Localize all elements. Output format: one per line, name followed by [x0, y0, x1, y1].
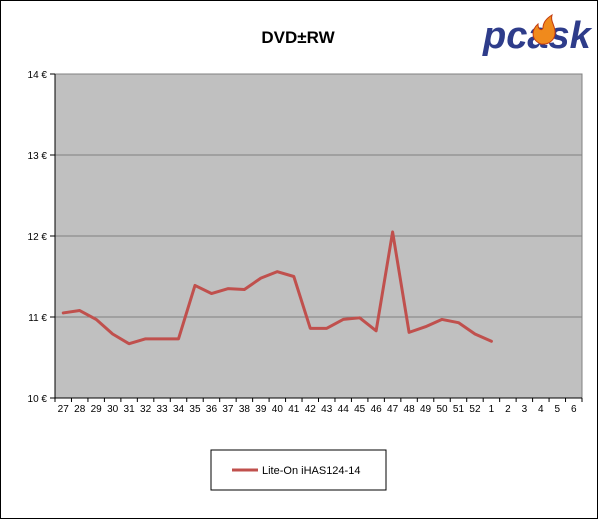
x-tick-label: 40	[272, 404, 284, 415]
x-tick-label: 43	[321, 404, 333, 415]
x-tick-label: 27	[58, 404, 70, 415]
x-tick-label: 36	[206, 404, 218, 415]
x-tick-label: 5	[555, 404, 561, 415]
x-tick-label: 52	[469, 404, 481, 415]
y-tick-label: 11 €	[28, 313, 47, 324]
chart-title: DVD±RW	[261, 28, 335, 47]
y-axis-tick-labels: 10 € 11 € 12 € 13 € 14 €	[28, 70, 48, 405]
x-tick-label: 45	[354, 404, 366, 415]
x-tick-label: 30	[107, 404, 119, 415]
x-tick-label: 48	[404, 404, 416, 415]
x-tick-label: 37	[222, 404, 234, 415]
x-tick-label: 3	[522, 404, 528, 415]
x-tick-label: 44	[338, 404, 350, 415]
series-layer	[61, 230, 493, 346]
y-tick-label: 14 €	[28, 70, 48, 81]
x-axis-tick-labels: 27 28 29 30 31 32 33 34 35 36 37 38 39 40 41 42 43 44 45 46…	[58, 404, 577, 415]
x-tick-label: 32	[140, 404, 152, 415]
legend-label: Lite-On iHAS124-14	[262, 465, 360, 477]
x-tick-label: 31	[124, 404, 136, 415]
x-tick-label: 41	[288, 404, 300, 415]
x-tick-label: 47	[387, 404, 399, 415]
x-tick-label: 35	[189, 404, 201, 415]
x-tick-label: 34	[173, 404, 185, 415]
x-tick-label: 1	[489, 404, 495, 415]
x-tick-label: 49	[420, 404, 432, 415]
x-tick-label: 38	[239, 404, 251, 415]
x-tick-label: 2	[505, 404, 511, 415]
x-tick-label: 42	[305, 404, 317, 415]
x-tick-label: 6	[571, 404, 577, 415]
axes	[50, 73, 583, 402]
x-tick-label: 46	[371, 404, 383, 415]
y-tick-label: 12 €	[28, 232, 48, 243]
y-tick-label: 13 €	[28, 151, 48, 162]
x-tick-label: 28	[74, 404, 86, 415]
flame-icon	[532, 13, 556, 45]
x-tick-label: 50	[436, 404, 448, 415]
pcask-logo: pcask	[481, 13, 593, 58]
gridlines	[55, 73, 582, 318]
x-tick-label: 33	[156, 404, 168, 415]
y-tick-label: 10 €	[28, 394, 48, 405]
series-line	[61, 230, 493, 346]
x-tick-label: 39	[255, 404, 267, 415]
x-tick-label: 51	[453, 404, 465, 415]
x-tick-label: 29	[91, 404, 103, 415]
x-tick-label: 4	[538, 404, 544, 415]
legend: Lite-On iHAS124-14	[210, 449, 387, 491]
